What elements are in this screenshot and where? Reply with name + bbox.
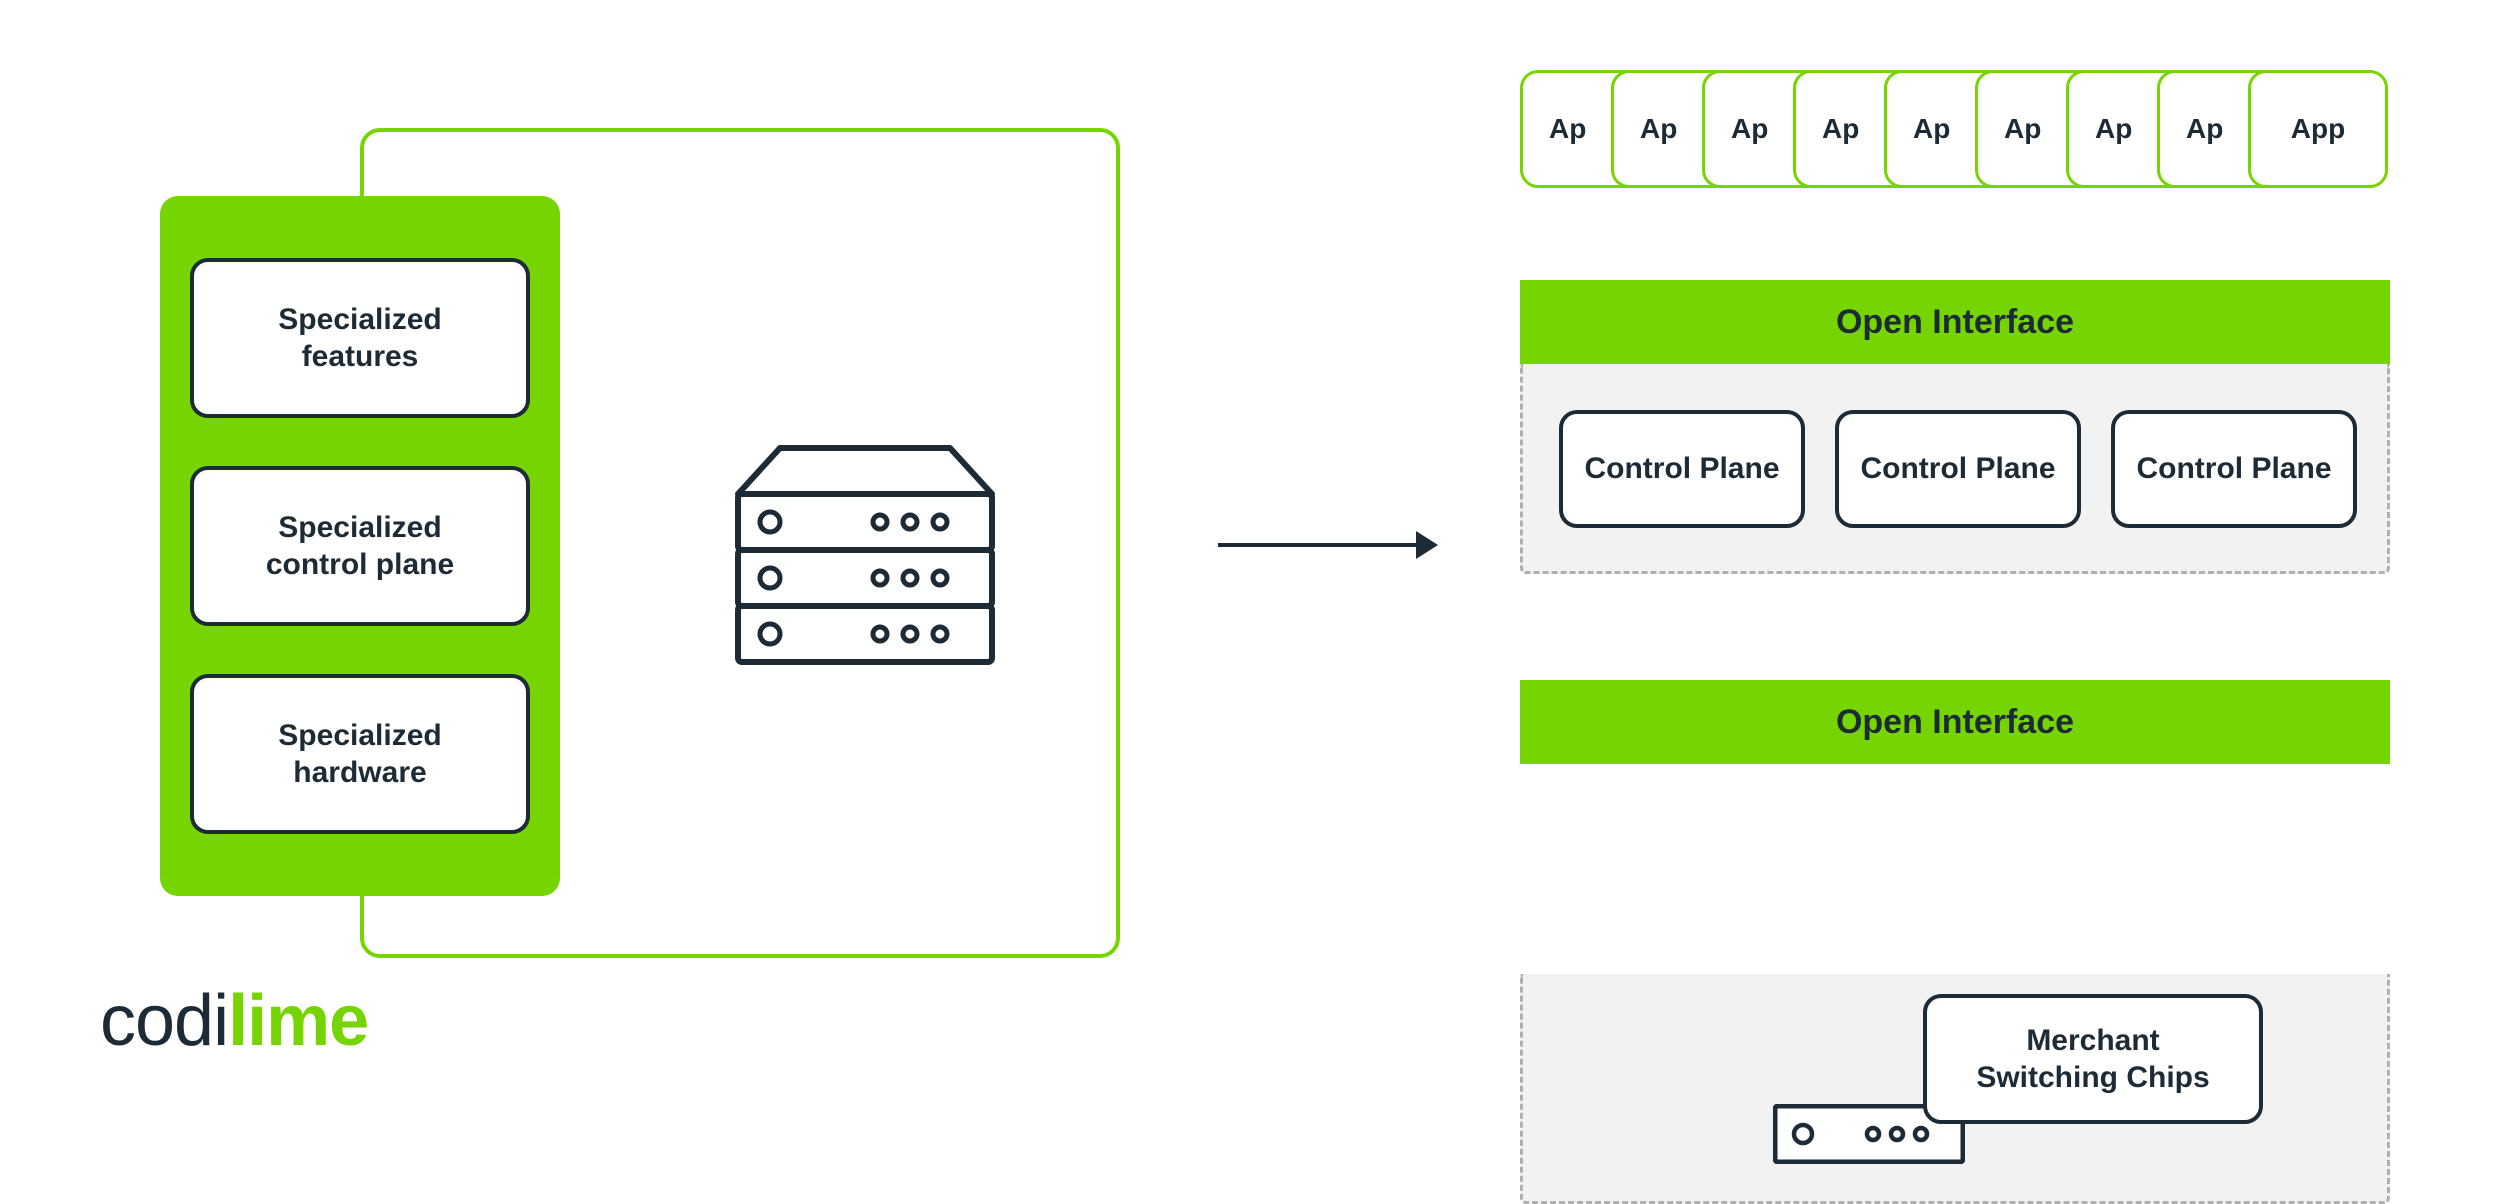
codilime-logo: codilime (100, 980, 368, 1062)
oi1-header: Open Interface (1520, 280, 2390, 364)
specialized-box-0: Specialized features (190, 258, 530, 418)
specialized-panel: Specialized features Specialized control … (160, 196, 560, 896)
specialized-box-2: Specialized hardware (190, 674, 530, 834)
arrow-line (1218, 543, 1416, 547)
control-plane-box-2: Control Plane (2111, 410, 2357, 528)
logo-part2: lime (228, 981, 368, 1061)
merchant-chips-box: Merchant Switching Chips (1923, 994, 2263, 1124)
control-plane-box-1: Control Plane (1835, 410, 2081, 528)
arrow-head-icon (1416, 531, 1438, 559)
oi1-body: Control Plane Control Plane Control Plane (1520, 364, 2390, 574)
logo-part1: codi (100, 981, 228, 1061)
app-tile-8: App (2248, 70, 2388, 188)
specialized-box-1: Specialized control plane (190, 466, 530, 626)
oi2-body: Merchant Switching Chips (1520, 974, 2390, 1204)
control-plane-box-0: Control Plane (1559, 410, 1805, 528)
server-icon (720, 440, 1010, 670)
oi2-header: Open Interface (1520, 680, 2390, 764)
